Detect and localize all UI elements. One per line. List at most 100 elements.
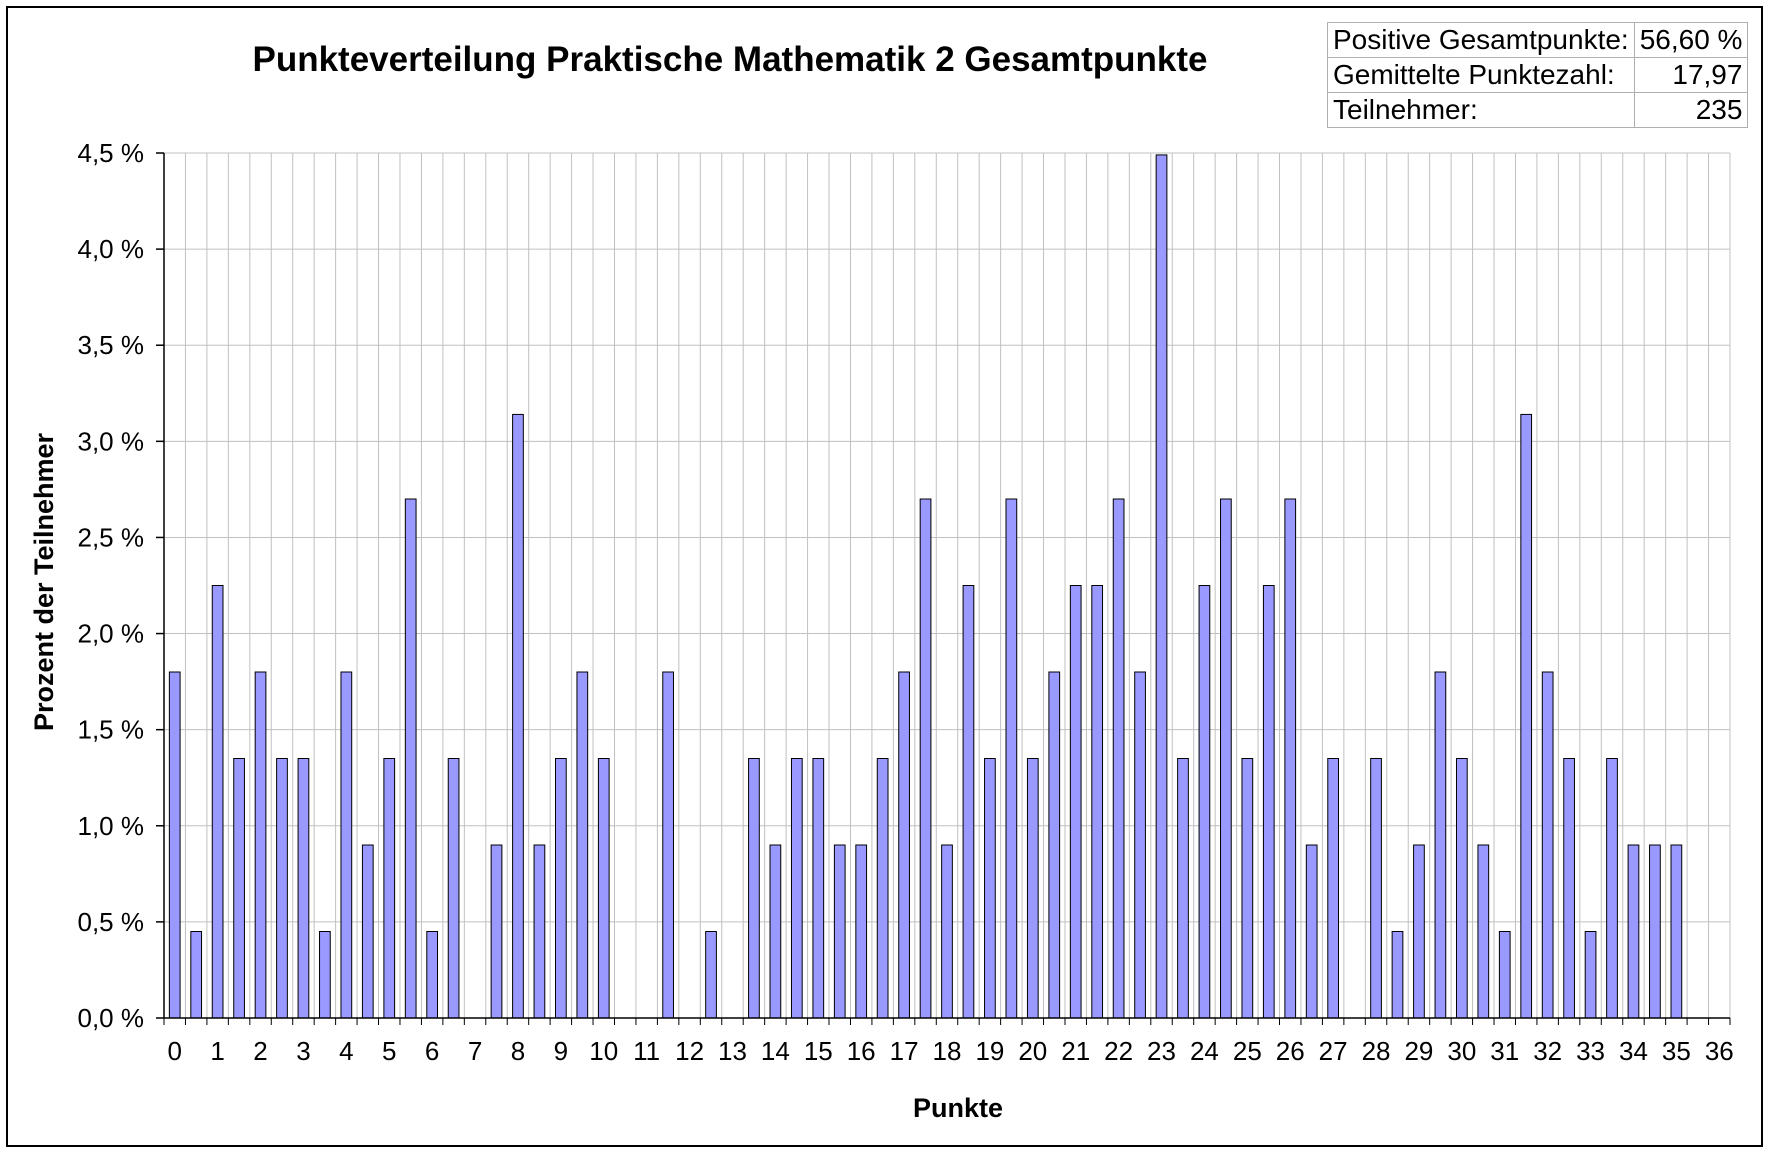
bar	[1134, 671, 1146, 1019]
bar	[1434, 671, 1447, 1019]
y-tick-label: 4,5 %	[78, 138, 145, 168]
bar	[1520, 413, 1533, 1019]
x-tick-label: 7	[468, 1036, 482, 1066]
stats-label: Teilnehmer:	[1327, 92, 1635, 128]
x-tick-label: 11	[633, 1036, 660, 1066]
bar	[1627, 844, 1640, 1019]
bar	[1413, 844, 1425, 1019]
vertical-gridlines	[163, 153, 1731, 1018]
y-tick-labels: 0,0 % 0,5 % 1,0 % 1,5 % 2,0 % 2,5 % 3,0 % 3,5 %…	[78, 138, 145, 1033]
x-tick-label: 14	[761, 1036, 790, 1066]
y-tick-label: 0,5 %	[78, 907, 145, 937]
stats-row-participants: Teilnehmer: 235	[1327, 92, 1749, 128]
y-tick-label: 2,0 %	[78, 619, 145, 649]
bar	[941, 844, 953, 1019]
x-tick-label: 20	[1018, 1036, 1047, 1066]
x-tick-label: 1	[210, 1036, 224, 1066]
x-tick-label: 29	[1404, 1036, 1433, 1066]
x-tick-label: 33	[1576, 1036, 1605, 1066]
bar	[919, 498, 932, 1019]
x-tick-label: 0	[167, 1036, 181, 1066]
x-tick-label: 22	[1104, 1036, 1133, 1066]
bar	[404, 498, 417, 1019]
bar	[1670, 844, 1683, 1019]
bar	[1241, 758, 1254, 1019]
bar	[812, 758, 825, 1019]
bar	[833, 844, 846, 1019]
bar	[168, 671, 181, 1019]
x-tick-label: 28	[1362, 1036, 1391, 1066]
bar	[1005, 498, 1018, 1019]
x-tick-label: 10	[589, 1036, 618, 1066]
x-tick-label: 27	[1319, 1036, 1348, 1066]
x-tick-label: 23	[1147, 1036, 1176, 1066]
bar	[512, 413, 524, 1019]
x-tick-label: 2	[253, 1036, 267, 1066]
bar	[1220, 498, 1232, 1019]
bar	[1069, 585, 1082, 1019]
bar	[1327, 758, 1339, 1019]
bar	[984, 758, 996, 1019]
bar	[1477, 844, 1490, 1019]
bar	[1606, 758, 1618, 1019]
bar	[1262, 585, 1275, 1019]
bar	[276, 758, 288, 1019]
y-tick-label: 3,0 %	[78, 426, 145, 456]
bar	[211, 585, 224, 1019]
chart-title: Punkteverteilung Praktische Mathematik 2…	[252, 40, 1208, 79]
bar	[1048, 671, 1061, 1019]
bar	[426, 931, 439, 1019]
bar	[662, 671, 674, 1019]
x-axis-label: Punkte	[913, 1093, 1003, 1123]
bar	[1198, 585, 1211, 1019]
bar	[233, 758, 245, 1019]
x-tick-label: 15	[804, 1036, 833, 1066]
x-tick-label: 5	[382, 1036, 396, 1066]
bar	[297, 758, 310, 1019]
bar	[1305, 844, 1318, 1019]
y-axis-label: Prozent der Teilnehmer	[29, 432, 59, 731]
x-tick-label: 12	[675, 1036, 704, 1066]
bar	[340, 671, 353, 1019]
bar	[1284, 498, 1297, 1019]
bar	[1391, 931, 1404, 1019]
bar	[769, 844, 782, 1019]
bar	[1498, 931, 1511, 1019]
y-tick-label: 1,0 %	[78, 811, 145, 841]
bar	[1091, 585, 1104, 1019]
stats-value: 56,60 %	[1633, 22, 1749, 58]
x-tick-label: 6	[425, 1036, 439, 1066]
x-tick-label: 36	[1705, 1036, 1734, 1066]
x-tick-label: 19	[975, 1036, 1004, 1066]
bar	[597, 758, 610, 1019]
bar	[1563, 758, 1575, 1019]
x-tick-label: 18	[933, 1036, 962, 1066]
bar	[855, 844, 868, 1019]
stats-row-average: Gemittelte Punktezahl: 17,97	[1327, 57, 1749, 93]
bar	[748, 758, 760, 1019]
bar	[705, 931, 717, 1019]
x-tick-label: 17	[890, 1036, 919, 1066]
bar	[790, 758, 803, 1019]
bar	[447, 758, 460, 1019]
y-tick-label: 3,5 %	[78, 330, 145, 360]
x-tick-label: 21	[1061, 1036, 1090, 1066]
bar	[1112, 498, 1125, 1019]
bar	[490, 844, 503, 1019]
x-tick-label: 8	[511, 1036, 525, 1066]
bar	[576, 671, 589, 1019]
x-tick-label: 30	[1447, 1036, 1476, 1066]
bar	[190, 931, 203, 1019]
bar	[1541, 671, 1554, 1019]
y-tick-label: 4,0 %	[78, 234, 145, 264]
x-tick-label: 34	[1619, 1036, 1648, 1066]
y-tick-label: 1,5 %	[78, 715, 145, 745]
bar	[876, 758, 889, 1019]
y-tick-label: 0,0 %	[78, 1003, 145, 1033]
bar	[1649, 844, 1661, 1019]
bar	[962, 585, 975, 1019]
x-tick-label: 26	[1276, 1036, 1305, 1066]
stats-value: 17,97	[1633, 57, 1749, 93]
y-tick-label: 2,5 %	[78, 522, 145, 552]
bar	[1455, 758, 1468, 1019]
